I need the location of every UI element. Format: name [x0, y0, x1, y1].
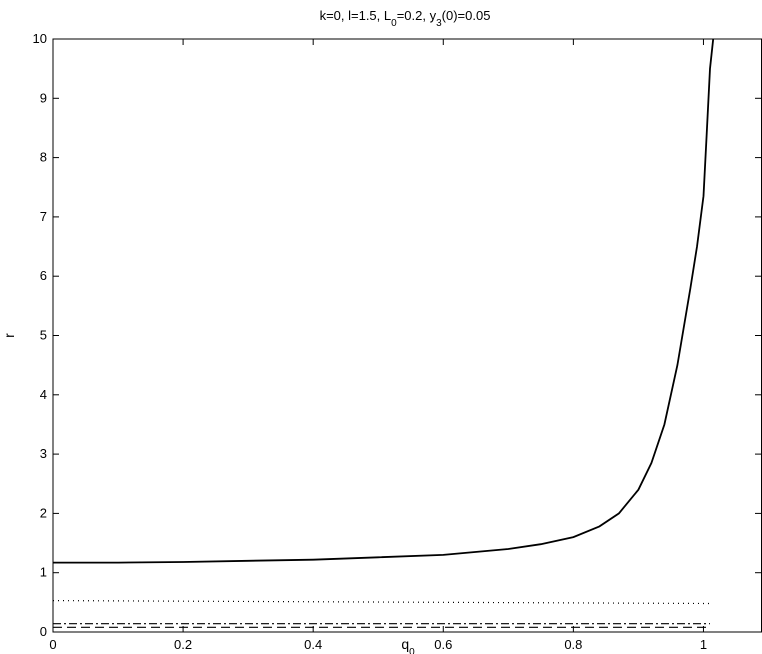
chart-title-part: 0: [391, 18, 397, 29]
x-tick-label: 0: [49, 637, 56, 652]
y-axis: 0 1 2 3 4 5 6 7 8 9 10: [33, 31, 761, 639]
x-tick-label: 0.8: [564, 637, 582, 652]
y-axis-title: r: [1, 333, 17, 338]
x-axis-title: q0: [401, 636, 415, 654]
y-tick-label: 6: [40, 268, 47, 283]
chart-title: k=0, l=1.5, L0=0.2, y3(0)=0.05: [320, 8, 491, 29]
chart-title-part: =0.2, y: [397, 8, 437, 23]
x-tick-label: 0.4: [304, 637, 322, 652]
series-line-dotted: [52, 599, 711, 605]
y-tick-label: 2: [40, 505, 47, 520]
x-axis: 0 0.2 0.4 0.6 0.8 1: [49, 39, 707, 652]
y-tick-label: 8: [40, 150, 47, 165]
chart-title-part: k=0, l=1.5, L: [320, 8, 392, 23]
y-tick-label: 5: [40, 328, 47, 343]
y-tick-label: 7: [40, 209, 47, 224]
y-tick-label: 0: [40, 624, 47, 639]
x-axis-title-base: q: [401, 636, 409, 652]
x-axis-title-sub: 0: [409, 647, 415, 654]
series-layer: [52, 38, 715, 628]
y-tick-label: 3: [40, 446, 47, 461]
chart-title-part: 3: [436, 18, 442, 29]
chart-title-part: (0)=0.05: [442, 8, 491, 23]
x-tick-label: 1: [700, 637, 707, 652]
x-tick-label: 0.2: [174, 637, 192, 652]
y-tick-label: 10: [33, 31, 47, 46]
series-line-solid: [53, 38, 715, 564]
y-tick-label: 4: [40, 387, 47, 402]
y-tick-label: 1: [40, 565, 47, 580]
y-tick-label: 9: [40, 90, 47, 105]
x-tick-label: 0.6: [434, 637, 452, 652]
plot-frame: [52, 38, 762, 633]
